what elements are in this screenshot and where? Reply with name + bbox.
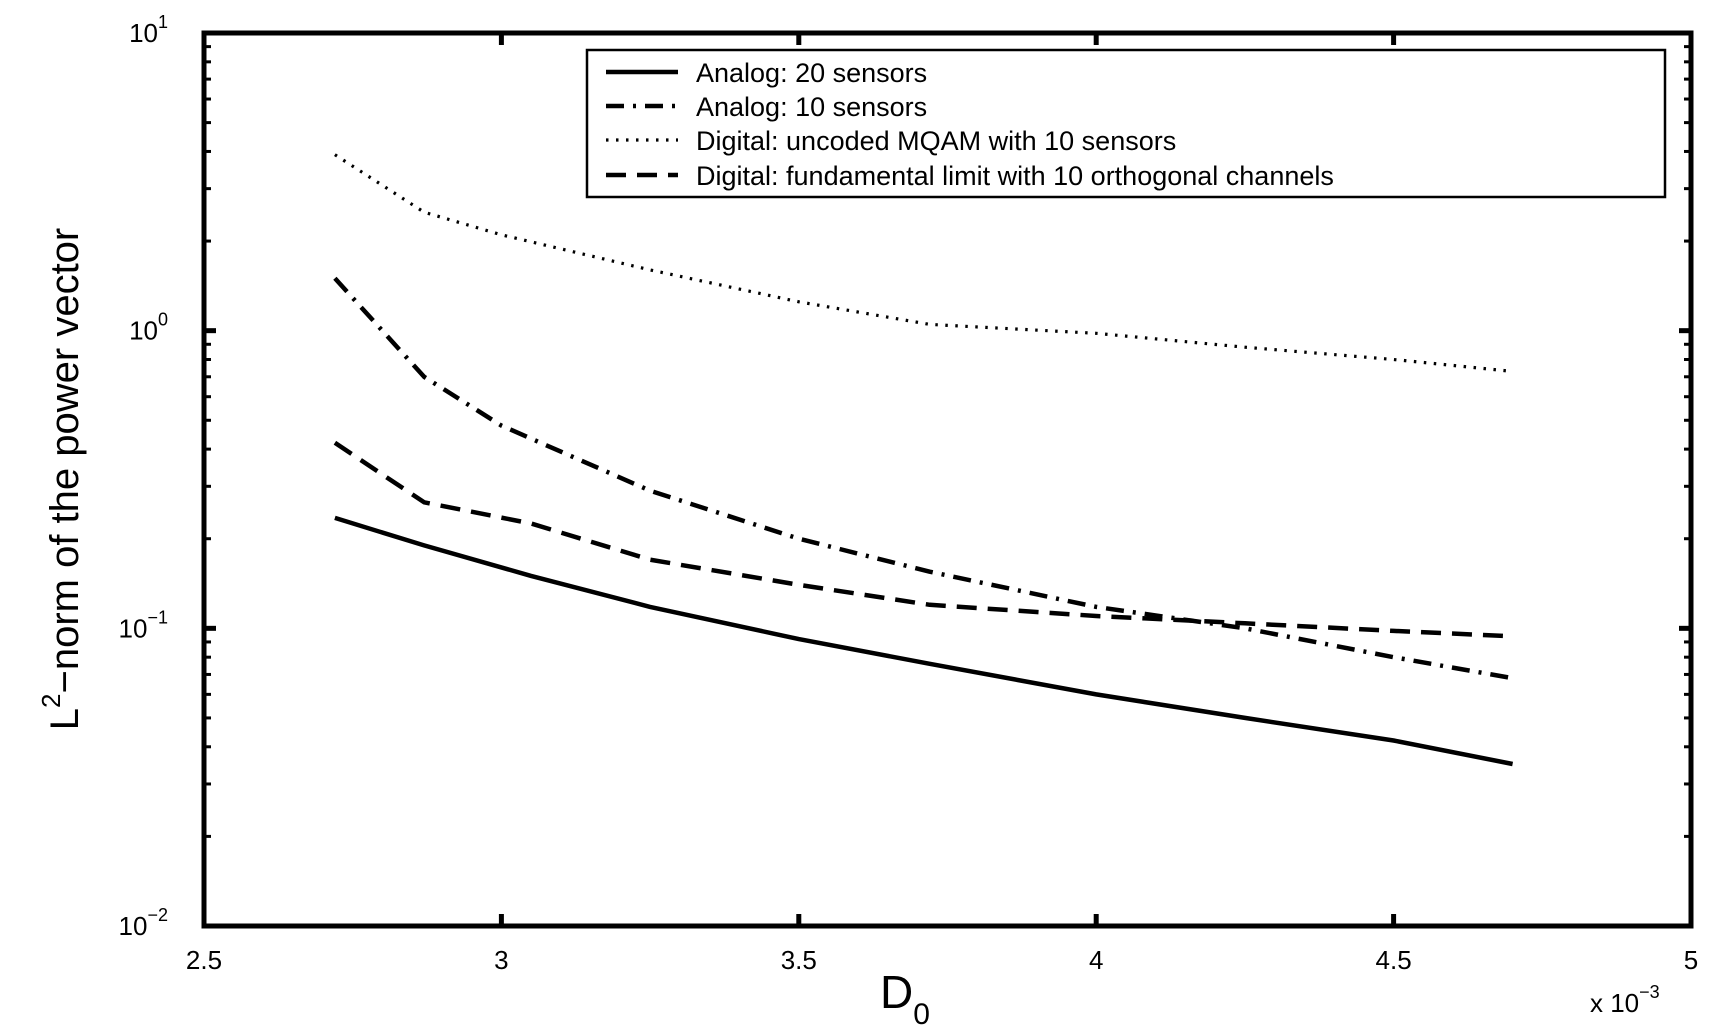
x-axis-multiplier-exponent: −3 (1639, 982, 1660, 1002)
legend-label-4: Digital: fundamental limit with 10 ortho… (696, 161, 1334, 191)
y-axis-title-rest: −norm of the power vector (43, 228, 87, 694)
plot-frame (201, 30, 1694, 929)
legend-label-1: Analog: 20 sensors (696, 58, 927, 88)
x-axis-title-subscript: 0 (913, 998, 930, 1027)
x-tick-label: 3 (494, 945, 508, 975)
legend: Analog: 20 sensors Analog: 10 sensors Digi… (585, 48, 1667, 199)
y-axis-title: L2−norm of the power vector (36, 228, 87, 731)
x-tick-label: 4.5 (1376, 945, 1412, 975)
x-axis-multiplier: x 10−3 (1590, 982, 1660, 1018)
series-line-1 (334, 515, 1514, 767)
y-tick-label: 10−2 (119, 905, 168, 941)
x-tick-label: 4 (1089, 945, 1103, 975)
legend-box (585, 48, 1667, 199)
x-axis-title: D0 (880, 966, 930, 1027)
x-tick-label: 3.5 (781, 945, 817, 975)
plot-series (333, 153, 1514, 767)
series-line-2 (333, 276, 1513, 681)
y-tick-label: 10−1 (119, 607, 168, 643)
x-tick-label: 5 (1684, 945, 1698, 975)
y-tick-label: 100 (129, 310, 168, 346)
y-tick-label: 101 (129, 12, 168, 48)
x-tick-label: 2.5 (186, 945, 222, 975)
series-line-4 (333, 440, 1513, 639)
y-axis-title-superscript: 2 (36, 694, 66, 708)
legend-label-2: Analog: 10 sensors (696, 92, 927, 122)
legend-label-3: Digital: uncoded MQAM with 10 sensors (696, 126, 1176, 156)
